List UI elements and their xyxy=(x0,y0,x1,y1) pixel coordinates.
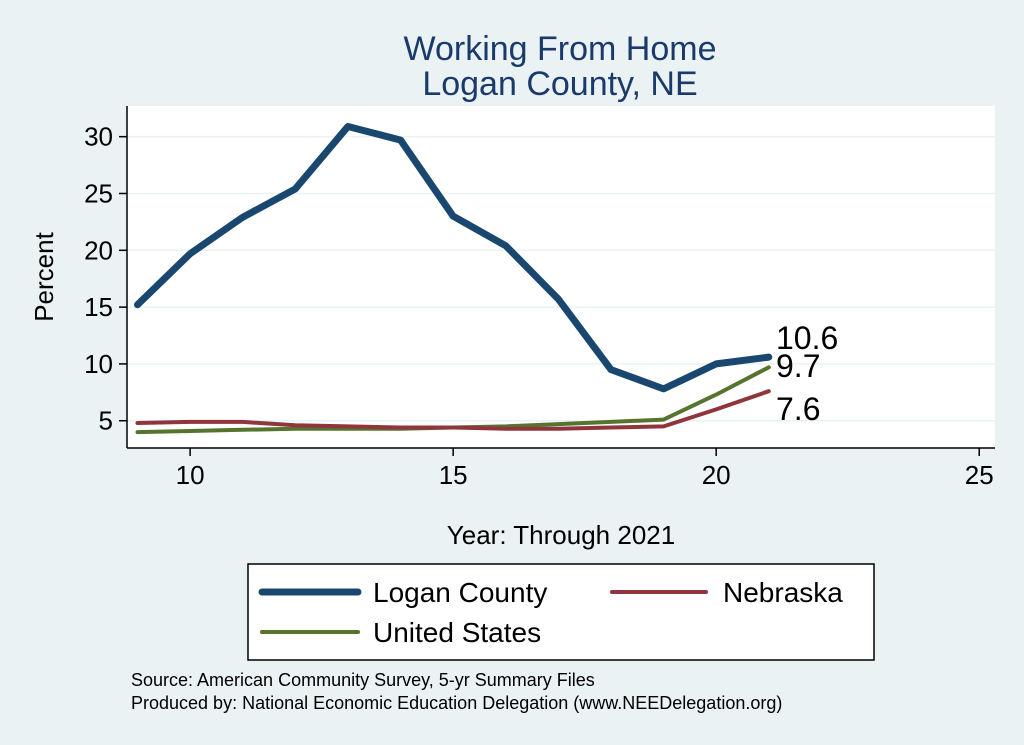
x-axis-ticks: 10 15 20 25 xyxy=(176,448,994,490)
y-tick-label: 5 xyxy=(99,406,113,436)
legend-box xyxy=(247,563,875,661)
series-lines xyxy=(134,123,773,435)
end-label-united-states: 9.7 xyxy=(776,348,820,384)
legend-label: Logan County xyxy=(373,577,547,608)
y-axis-ticks: 5 10 15 20 25 30 xyxy=(84,122,127,436)
legend: Logan County Nebraska United States xyxy=(258,577,843,648)
legend-label: Nebraska xyxy=(723,577,843,608)
x-axis-title: Year: Through 2021 xyxy=(447,520,675,550)
x-tick-label: 20 xyxy=(702,460,731,490)
producer-note: Produced by: National Economic Education… xyxy=(131,693,782,713)
chart-title: Working From Home xyxy=(404,30,717,68)
y-tick-label: 15 xyxy=(84,292,113,322)
series-line-nebraska xyxy=(135,389,771,431)
y-axis-title: Percent xyxy=(29,231,59,321)
x-tick-label: 10 xyxy=(176,460,205,490)
end-label-nebraska: 7.6 xyxy=(776,391,820,427)
end-label-logan-county: 10.6 xyxy=(776,320,838,356)
y-tick-label: 10 xyxy=(84,349,113,379)
source-note: Source: American Community Survey, 5-yr … xyxy=(131,670,595,690)
y-tick-label: 20 xyxy=(84,235,113,265)
plot-area xyxy=(127,106,995,448)
y-tick-label: 30 xyxy=(84,122,113,152)
end-labels: 10.6 7.6 9.7 xyxy=(776,320,838,427)
x-tick-label: 15 xyxy=(439,460,468,490)
x-tick-label: 25 xyxy=(965,460,994,490)
legend-label: United States xyxy=(373,617,541,648)
chart-subtitle: Logan County, NE xyxy=(422,65,697,103)
y-tick-label: 25 xyxy=(84,178,113,208)
series-line-logan-county xyxy=(134,123,773,393)
